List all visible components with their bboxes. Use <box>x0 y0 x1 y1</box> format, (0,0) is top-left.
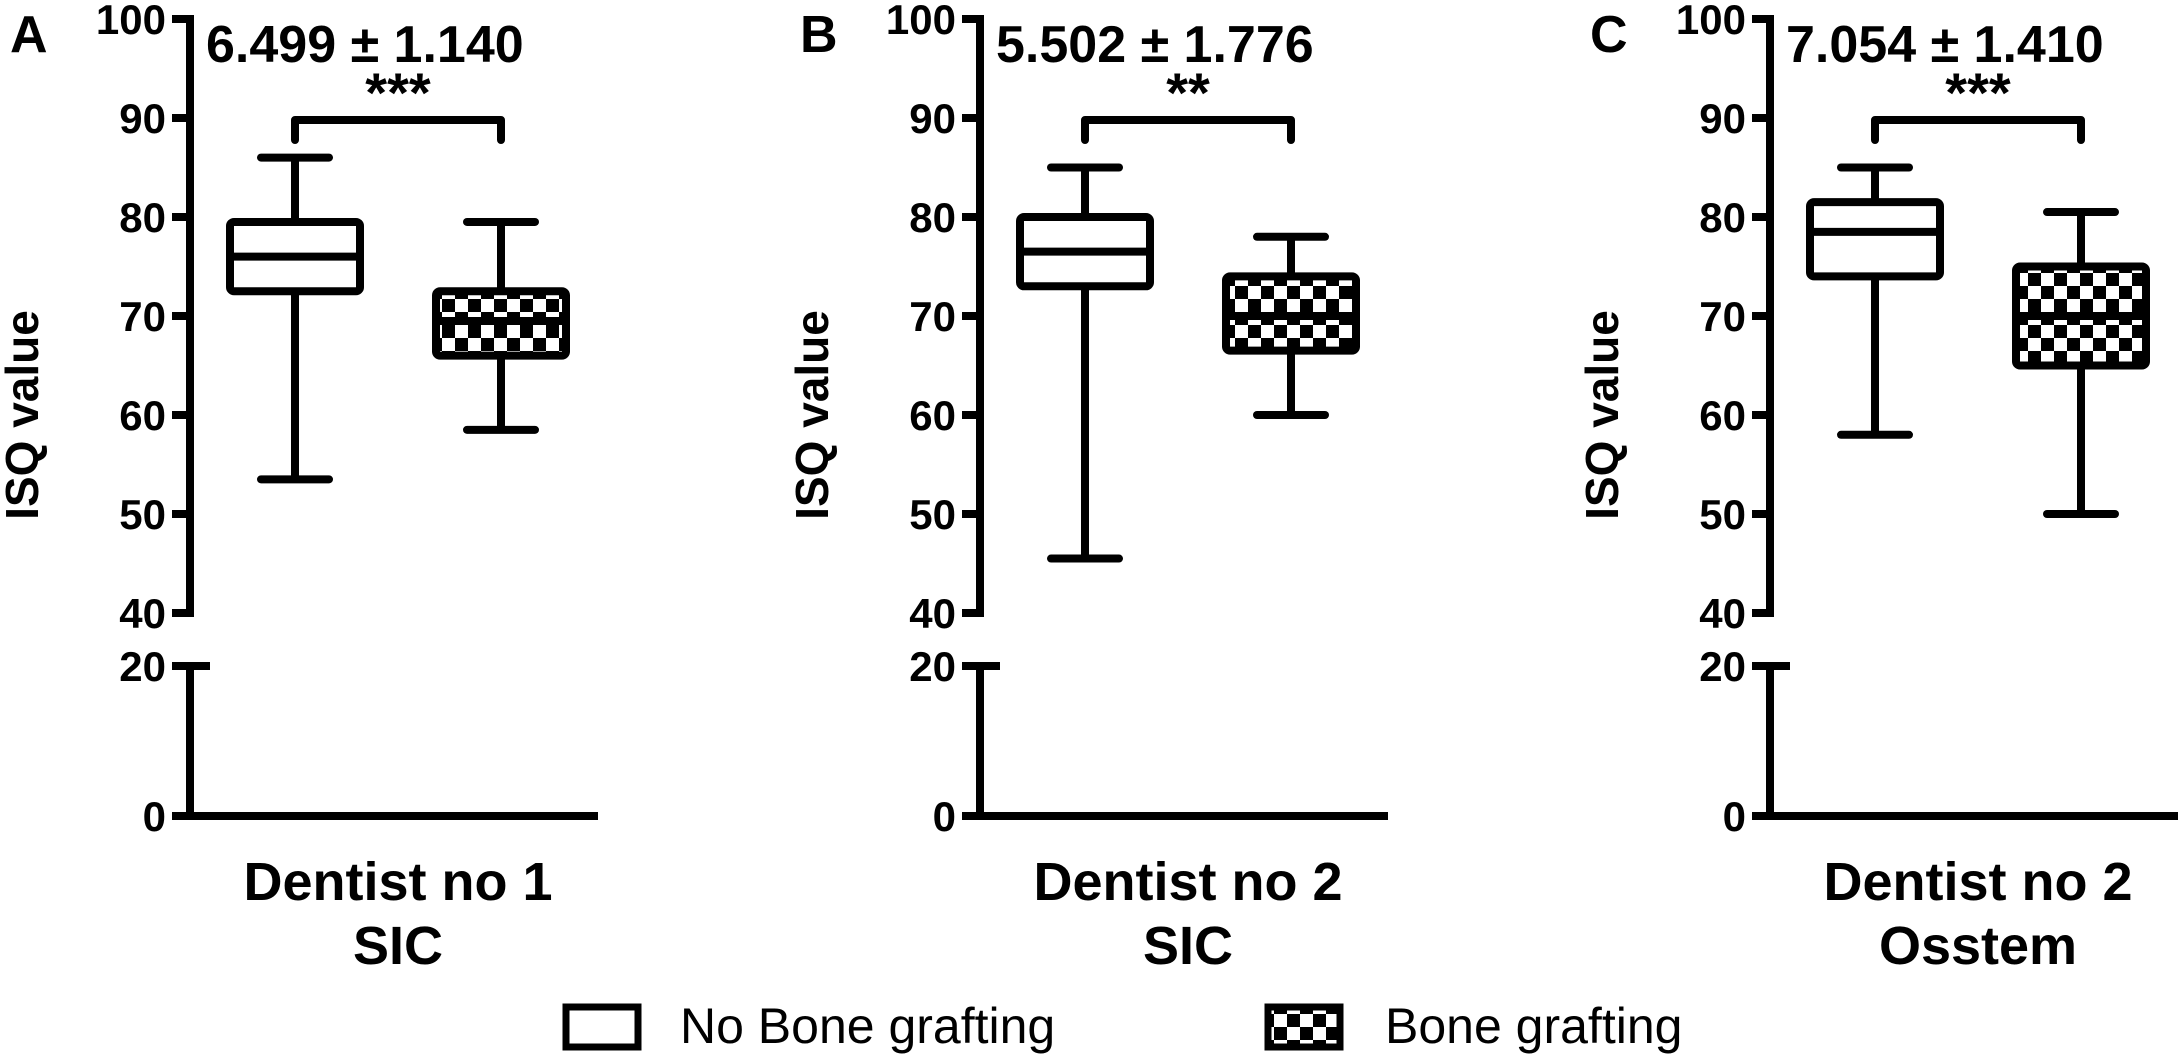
box-iqr <box>1810 202 1940 276</box>
box-bone-grafting <box>436 222 566 430</box>
y-tick-label: 100 <box>1676 0 1746 43</box>
box-no-bone-grafting <box>230 158 360 480</box>
y-tick-label: 100 <box>886 0 956 43</box>
y-tick-label: 60 <box>119 392 166 439</box>
y-tick-label: 20 <box>119 643 166 690</box>
y-tick-label: 100 <box>96 0 166 43</box>
box-bone-grafting <box>1226 237 1356 415</box>
x-category-label: SIC <box>1143 916 1233 976</box>
y-tick-label: 0 <box>1723 793 1746 840</box>
y-tick-label: 20 <box>1699 643 1746 690</box>
x-category-label: Osstem <box>1879 916 2077 976</box>
x-category-label: Dentist no 1 <box>243 852 552 912</box>
x-category-label: SIC <box>353 916 443 976</box>
legend-label-no-bone-grafting: No Bone grafting <box>680 998 1055 1054</box>
y-tick-label: 80 <box>909 194 956 241</box>
y-tick-label: 80 <box>119 194 166 241</box>
y-tick-label: 0 <box>933 793 956 840</box>
box-no-bone-grafting <box>1810 168 1940 435</box>
y-tick-label: 80 <box>1699 194 1746 241</box>
y-tick-label: 50 <box>1699 491 1746 538</box>
y-axis-label: ISQ value <box>0 310 48 520</box>
box-bone-grafting <box>2016 212 2146 514</box>
x-category-label: Dentist no 2 <box>1823 852 2132 912</box>
legend-label-bone-grafting: Bone grafting <box>1385 998 1682 1054</box>
y-tick-label: 20 <box>909 643 956 690</box>
y-tick-label: 70 <box>909 293 956 340</box>
mean-difference-text: 7.054 ± 1.410 <box>1786 16 2104 74</box>
y-tick-label: 0 <box>143 793 166 840</box>
y-axis-label: ISQ value <box>786 310 838 520</box>
y-tick-label: 90 <box>909 95 956 142</box>
y-tick-label: 50 <box>119 491 166 538</box>
y-tick-label: 40 <box>119 590 166 637</box>
panel-letter: C <box>1590 6 1628 64</box>
mean-difference-text: 6.499 ± 1.140 <box>206 16 524 74</box>
y-tick-label: 40 <box>909 590 956 637</box>
y-tick-label: 70 <box>1699 293 1746 340</box>
box-no-bone-grafting <box>1020 168 1150 559</box>
legend-swatch-bone-grafting <box>1268 1007 1340 1047</box>
x-category-label: Dentist no 2 <box>1033 852 1342 912</box>
legend: No Bone grafting Bone grafting <box>566 998 1682 1054</box>
y-axis-label: ISQ value <box>1576 310 1628 520</box>
panel-letter: B <box>800 6 838 64</box>
y-tick-label: 60 <box>909 392 956 439</box>
panel-letter: A <box>10 6 48 64</box>
y-tick-label: 40 <box>1699 590 1746 637</box>
y-tick-label: 90 <box>119 95 166 142</box>
y-tick-label: 90 <box>1699 95 1746 142</box>
y-tick-label: 60 <box>1699 392 1746 439</box>
legend-swatch-no-bone-grafting <box>566 1007 638 1047</box>
mean-difference-text: 5.502 ± 1.776 <box>996 16 1314 74</box>
y-tick-label: 70 <box>119 293 166 340</box>
y-tick-label: 50 <box>909 491 956 538</box>
